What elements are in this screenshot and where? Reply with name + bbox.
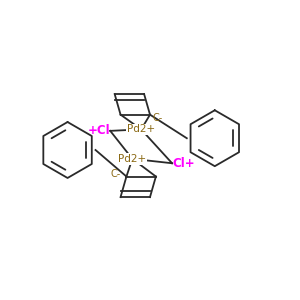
Text: +Cl: +Cl	[88, 124, 110, 137]
Text: C-: C-	[110, 169, 121, 178]
Text: C-: C-	[153, 112, 163, 123]
Text: Pd2+: Pd2+	[127, 124, 155, 134]
Text: Cl+: Cl+	[172, 157, 195, 170]
Text: Pd2+: Pd2+	[118, 154, 146, 164]
